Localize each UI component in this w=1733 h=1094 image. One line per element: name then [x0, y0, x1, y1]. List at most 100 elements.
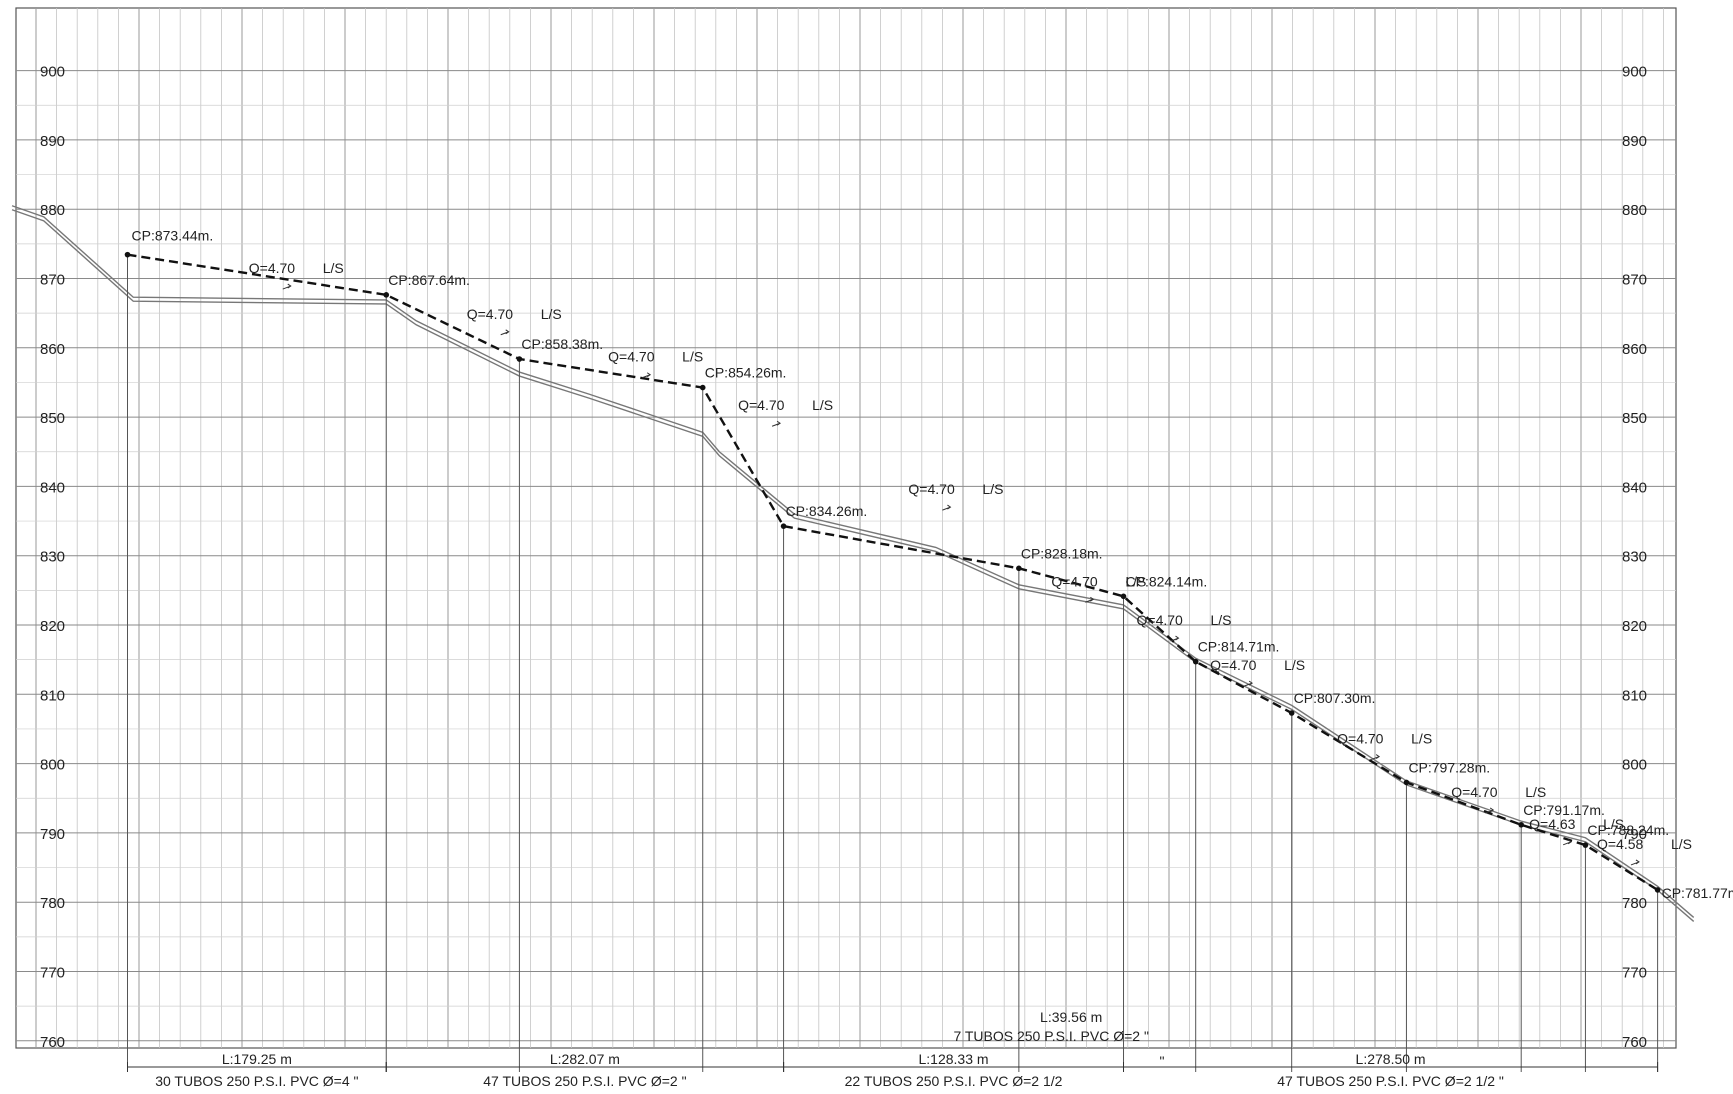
flow-label: Q=4.70	[908, 481, 955, 497]
y-tick-label-right: 830	[1622, 549, 1647, 566]
y-tick-label-left: 760	[40, 1034, 65, 1051]
flow-arrow-icon	[1243, 680, 1254, 687]
node-point	[1654, 887, 1661, 893]
segment-spec-label: 7 TUBOS 250 P.S.I. PVC Ø=2 "	[953, 1028, 1149, 1044]
node-point	[1288, 710, 1295, 716]
flow-unit-label: L/S	[1125, 573, 1146, 589]
segment-length-label: L:278.50 m	[1356, 1051, 1426, 1067]
y-tick-label-right: 760	[1622, 1034, 1647, 1051]
node-point	[124, 251, 131, 258]
cp-label: CP:781.77m.	[1662, 885, 1733, 901]
y-tick-label-right: 840	[1622, 479, 1647, 496]
y-tick-label-right: 900	[1622, 64, 1647, 81]
node-point	[1582, 842, 1589, 848]
node-point	[1192, 658, 1199, 665]
y-tick-label-right: 770	[1622, 965, 1647, 982]
flow-unit-label: L/S	[1671, 836, 1692, 852]
y-tick-label-right: 810	[1622, 687, 1647, 704]
flow-arrow-icon	[1630, 859, 1640, 866]
node-point	[699, 384, 706, 391]
y-tick-label-left: 840	[40, 479, 65, 496]
flow-arrow-icon	[500, 329, 510, 336]
cp-label: CP:824.14m.	[1126, 573, 1208, 589]
flow-arrow-icon	[1485, 807, 1495, 814]
y-tick-label-left: 830	[40, 549, 65, 566]
cp-label: CP:854.26m.	[705, 365, 787, 381]
segment-spec-label: 47 TUBOS 250 P.S.I. PVC Ø=2 "	[483, 1073, 686, 1089]
y-tick-label-right: 870	[1622, 272, 1647, 289]
flow-unit-label: L/S	[812, 397, 833, 413]
cp-label: CP:834.26m.	[786, 503, 868, 519]
flow-label: Q=4.70	[1137, 612, 1184, 628]
flow-label: Q=4.70	[608, 349, 655, 365]
flow-label: Q=4.70	[1337, 731, 1384, 747]
cp-label: CP:873.44m.	[132, 228, 214, 244]
y-tick-label-left: 880	[40, 202, 65, 219]
y-tick-label-right: 880	[1622, 202, 1647, 219]
segment-length-label: L:282.07 m	[550, 1051, 620, 1067]
flow-arrow-icon	[1085, 596, 1095, 603]
node-point	[780, 523, 787, 529]
flow-arrow-icon	[642, 372, 652, 379]
flow-label: Q=4.70	[738, 397, 785, 413]
dimension-mark: "	[1160, 1053, 1165, 1069]
y-tick-label-left: 790	[40, 826, 65, 843]
y-tick-label-left: 770	[40, 965, 65, 982]
y-ticks: 760 760 770 770 780 780 790 790 800 800 810 810 820 8…	[40, 64, 1647, 1051]
y-tick-label-left: 870	[40, 272, 65, 289]
cp-label: CP:814.71m.	[1198, 639, 1280, 655]
flow-arrow-icon	[1170, 635, 1180, 642]
y-tick-label-left: 810	[40, 687, 65, 704]
flow-label: Q=4.63	[1529, 816, 1576, 832]
y-tick-label-right: 800	[1622, 757, 1647, 774]
y-tick-label-left: 820	[40, 618, 65, 635]
flow-label: Q=4.70	[467, 306, 514, 322]
flow-unit-label: L/S	[323, 260, 344, 276]
flow-unit-label: L/S	[1411, 731, 1432, 747]
grid	[16, 8, 1676, 1048]
flow-label: Q=4.70	[1051, 573, 1098, 589]
cp-label: CP:791.17m.	[1523, 802, 1605, 818]
y-tick-label-right: 790	[1622, 826, 1647, 843]
flow-label: Q=4.70	[249, 260, 296, 276]
flow-label: Q=4.70	[1210, 657, 1257, 673]
y-tick-label-left: 780	[40, 895, 65, 912]
flow-unit-label: L/S	[682, 349, 703, 365]
segment-spec-label: 22 TUBOS 250 P.S.I. PVC Ø=2 1/2	[845, 1073, 1063, 1089]
flow-arrow-icon	[942, 504, 952, 511]
segment-length-label: L:179.25 m	[222, 1051, 292, 1067]
segment-spec-label: 47 TUBOS 250 P.S.I. PVC Ø=2 1/2 "	[1277, 1073, 1504, 1089]
flow-unit-label: L/S	[1525, 784, 1546, 800]
cp-label: CP:788.24m.	[1587, 822, 1669, 838]
flow-unit-label: L/S	[982, 481, 1003, 497]
node-point	[1120, 593, 1127, 600]
segment-length-label: L:128.33 m	[919, 1051, 989, 1067]
y-tick-label-right: 860	[1622, 341, 1647, 358]
y-tick-label-left: 890	[40, 133, 65, 150]
y-tick-label-left: 900	[40, 64, 65, 81]
flow-unit-label: L/S	[1284, 657, 1305, 673]
flow-label: Q=4.58	[1597, 836, 1644, 852]
y-tick-label-right: 890	[1622, 133, 1647, 150]
y-tick-label-left: 800	[40, 757, 65, 774]
flow-arrow-icon	[1370, 754, 1381, 761]
node-point	[1403, 779, 1410, 786]
cp-label: CP:828.18m.	[1021, 545, 1103, 561]
cp-label: CP:867.64m.	[388, 272, 470, 288]
node-point	[1016, 565, 1022, 572]
terrain-line-upper	[11, 205, 1695, 918]
node-point	[516, 356, 523, 362]
y-tick-label-left: 860	[40, 341, 65, 358]
segment-spec-label: 30 TUBOS 250 P.S.I. PVC Ø=4 "	[155, 1073, 358, 1089]
y-tick-label-right: 850	[1622, 410, 1647, 427]
cp-label: CP:858.38m.	[521, 336, 603, 352]
segment-length-label: L:39.56 m	[1040, 1009, 1102, 1025]
flow-arrow-icon	[771, 420, 782, 427]
y-tick-label-left: 850	[40, 410, 65, 427]
flow-unit-label: L/S	[541, 306, 562, 322]
flow-unit-label: L/S	[1211, 612, 1232, 628]
flow-label: Q=4.70	[1451, 784, 1498, 800]
flow-unit-label: L/S	[1603, 816, 1624, 832]
